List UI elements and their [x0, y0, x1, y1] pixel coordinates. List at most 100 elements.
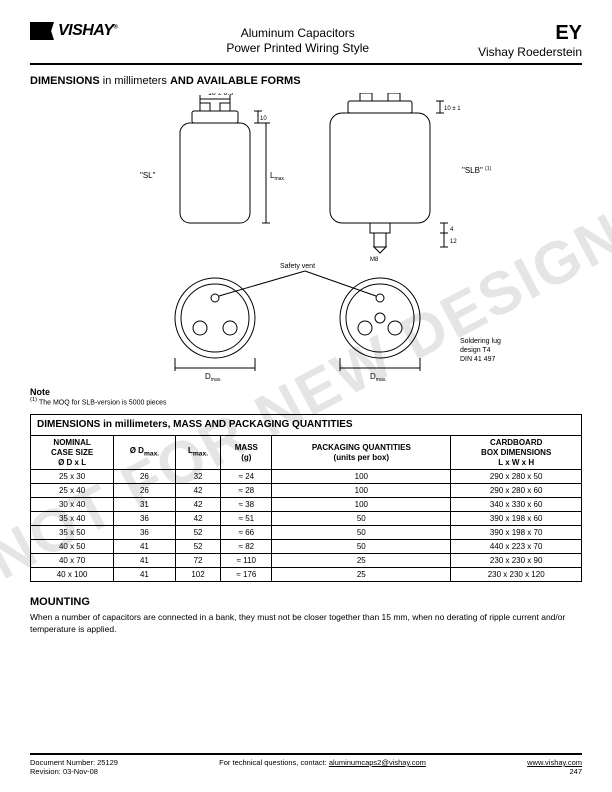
- table-cell: 72: [175, 554, 221, 568]
- footer-left: Document Number: 25129 Revision: 03-Nov-…: [30, 758, 118, 776]
- table-cell: 230 x 230 x 120: [451, 568, 582, 582]
- table-column-header: NOMINALCASE SIZEØ D x L: [31, 436, 114, 470]
- table-cell: 230 x 230 x 90: [451, 554, 582, 568]
- title-line2: Power Printed Wiring Style: [117, 41, 478, 56]
- table-title: DIMENSIONS in millimeters, MASS AND PACK…: [31, 415, 582, 436]
- solder-lug-l2: design T4: [460, 347, 491, 354]
- table-cell: 290 x 280 x 50: [451, 470, 582, 484]
- note-text: The MOQ for SLB-version is 5000 pieces: [37, 399, 166, 406]
- footer-center: For technical questions, contact: alumin…: [118, 758, 527, 776]
- note-block: Note (1) The MOQ for SLB-version is 5000…: [30, 387, 582, 406]
- header: VISHAY® Aluminum Capacitors Power Printe…: [30, 22, 582, 59]
- table-column-header: PACKAGING QUANTITIES(units per box): [272, 436, 451, 470]
- dim-4: 4: [450, 227, 454, 233]
- table-cell: 41: [114, 554, 176, 568]
- table-cell: 40 x 70: [31, 554, 114, 568]
- table-header-row: NOMINALCASE SIZEØ D x LØ Dmax.Lmax.MASS(…: [31, 436, 582, 470]
- table-cell: 36: [114, 512, 176, 526]
- table-cell: 36: [114, 526, 176, 540]
- table-cell: ≈ 82: [221, 540, 272, 554]
- table-cell: 42: [175, 512, 221, 526]
- page-number: 247: [569, 767, 582, 776]
- table-cell: 290 x 280 x 60: [451, 484, 582, 498]
- table-cell: 440 x 223 x 70: [451, 540, 582, 554]
- title-line1: Aluminum Capacitors: [117, 26, 478, 41]
- table-cell: 100: [272, 484, 451, 498]
- mounting-section: MOUNTING When a number of capacitors are…: [30, 596, 582, 635]
- solder-lug-l1: Soldering lug: [460, 338, 501, 345]
- section-bold2: AND AVAILABLE FORMS: [170, 75, 301, 87]
- table-cell: 41: [114, 568, 176, 582]
- table-cell: ≈ 51: [221, 512, 272, 526]
- dim-top-left: 10 ± 0.5: [208, 93, 233, 97]
- title-right: EY Vishay Roederstein: [478, 22, 582, 59]
- table-cell: 41: [114, 540, 176, 554]
- table-row: 25 x 302632≈ 24100290 x 280 x 50: [31, 470, 582, 484]
- dim-10-left: 10: [260, 116, 267, 122]
- note-head: Note: [30, 387, 582, 397]
- table-row: 35 x 503652≈ 6650390 x 198 x 70: [31, 526, 582, 540]
- table-cell: 50: [272, 540, 451, 554]
- table-cell: 390 x 198 x 70: [451, 526, 582, 540]
- table-cell: 26: [114, 470, 176, 484]
- dimensions-table: DIMENSIONS in millimeters, MASS AND PACK…: [30, 414, 582, 582]
- footer-rule: [30, 753, 582, 755]
- brand-name: Vishay Roederstein: [478, 45, 582, 59]
- table-cell: ≈ 176: [221, 568, 272, 582]
- table-cell: 100: [272, 498, 451, 512]
- dim-m8: M8: [370, 257, 379, 263]
- table-cell: 52: [175, 540, 221, 554]
- note-body: (1) The MOQ for SLB-version is 5000 piec…: [30, 397, 582, 406]
- table-cell: 340 x 330 x 60: [451, 498, 582, 512]
- table-cell: ≈ 38: [221, 498, 272, 512]
- safety-vent-label: Safety vent: [280, 263, 315, 270]
- series-code: EY: [478, 22, 582, 45]
- logo-flag-icon: [30, 22, 54, 40]
- website-link[interactable]: www.vishay.com: [527, 758, 582, 767]
- table-cell: 52: [175, 526, 221, 540]
- table-cell: 42: [175, 498, 221, 512]
- table-cell: ≈ 24: [221, 470, 272, 484]
- table-cell: 40 x 50: [31, 540, 114, 554]
- label-sl: "SL": [140, 171, 156, 180]
- table-cell: 32: [175, 470, 221, 484]
- table-cell: 35 x 40: [31, 512, 114, 526]
- table-column-header: MASS(g): [221, 436, 272, 470]
- dim-D-left: Dmax.: [205, 372, 222, 383]
- contact-email[interactable]: aluminumcaps2@vishay.com: [329, 758, 426, 767]
- technical-diagram: 10 ± 0.5 10 Lmax. "SL" 10 ± 1 4 12 M8 "S…: [30, 93, 582, 383]
- table-cell: 31: [114, 498, 176, 512]
- table-column-header: Ø Dmax.: [114, 436, 176, 470]
- mounting-body: When a number of capacitors are connecte…: [30, 612, 582, 635]
- table-row: 30 x 403142≈ 38100340 x 330 x 60: [31, 498, 582, 512]
- table-cell: 25 x 40: [31, 484, 114, 498]
- table-cell: 42: [175, 484, 221, 498]
- label-slb: "SLB" (1): [462, 166, 491, 175]
- dim-12: 12: [450, 239, 457, 245]
- table-column-header: CARDBOARDBOX DIMENSIONSL x W x H: [451, 436, 582, 470]
- table-cell: ≈ 28: [221, 484, 272, 498]
- dim-10-right: 10 ± 1: [444, 106, 461, 112]
- table-row: 40 x 10041102≈ 17625230 x 230 x 120: [31, 568, 582, 582]
- table-cell: 100: [272, 470, 451, 484]
- table-cell: 26: [114, 484, 176, 498]
- table-row: 25 x 402642≈ 28100290 x 280 x 60: [31, 484, 582, 498]
- table-cell: 30 x 40: [31, 498, 114, 512]
- table-cell: 25: [272, 568, 451, 582]
- footer-right: www.vishay.com 247: [527, 758, 582, 776]
- title-center: Aluminum Capacitors Power Printed Wiring…: [117, 26, 478, 56]
- table-cell: 50: [272, 512, 451, 526]
- dim-D-right: Dmax.: [370, 372, 387, 383]
- table-cell: 50: [272, 526, 451, 540]
- table-cell: 40 x 100: [31, 568, 114, 582]
- section-bold1: DIMENSIONS: [30, 75, 100, 87]
- logo-word: VISHAY: [58, 22, 113, 39]
- section-plain: in millimeters: [100, 75, 170, 87]
- mounting-head: MOUNTING: [30, 596, 582, 608]
- solder-lug-l3: DIN 41 497: [460, 356, 496, 363]
- vishay-logo: VISHAY®: [30, 22, 117, 40]
- table-row: 35 x 403642≈ 5150390 x 198 x 60: [31, 512, 582, 526]
- table-cell: 390 x 198 x 60: [451, 512, 582, 526]
- table-cell: 35 x 50: [31, 526, 114, 540]
- table-row: 40 x 704172≈ 11025230 x 230 x 90: [31, 554, 582, 568]
